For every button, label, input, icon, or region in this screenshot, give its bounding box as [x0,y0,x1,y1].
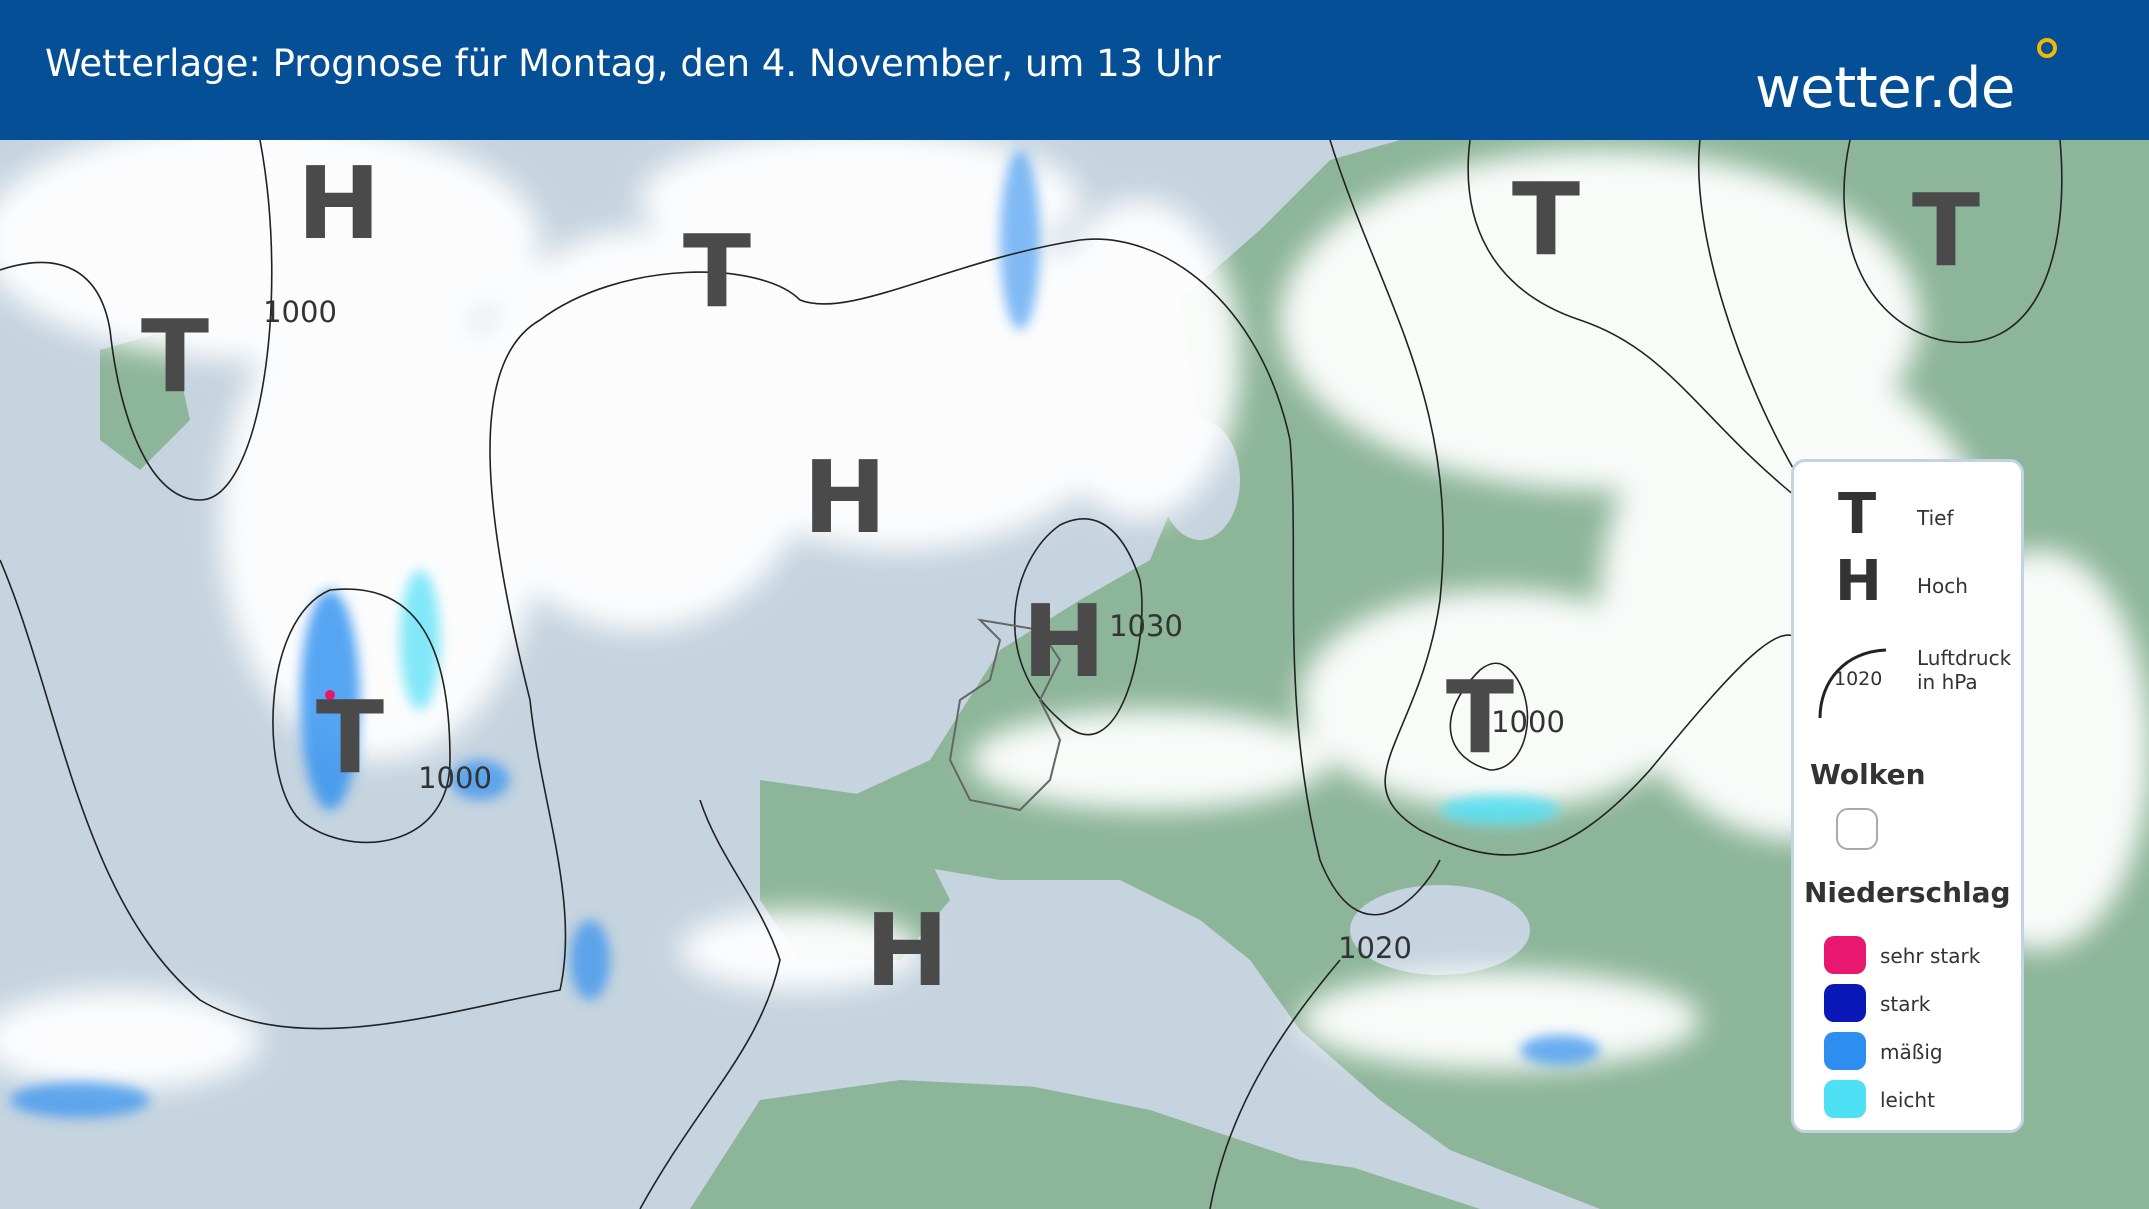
isobars [0,140,2063,1209]
legend-heading: Wolken [1810,758,1926,791]
legend-label: mäßig [1880,1040,1943,1064]
isobar-label: 1000 [418,761,492,795]
legend-label: stark [1880,992,1931,1016]
pressure-system: T [1911,172,1981,289]
pressure-system: T [315,679,385,796]
cloud-swatch [1836,808,1878,850]
pressure-system: T [1445,659,1515,776]
legend-glyph: H [1835,549,1882,614]
isobar-label: 1020 [1338,931,1412,965]
heavy-precip [325,690,335,700]
legend-label: Luftdruck in hPa [1917,646,2012,694]
germany-border [948,618,1062,812]
pressure-system: H [1022,583,1106,700]
legend-label: Tief [1917,506,1954,530]
legend: T Tief H Hoch 1020 Luftdruck in hPa Wolk… [1791,459,2024,1133]
pressure-system: H [297,145,381,262]
legend-isobar-value: 1020 [1834,668,1883,690]
legend-label: Hoch [1917,574,1968,598]
precip-swatch [1824,1032,1866,1070]
pressure-system: T [682,213,752,330]
header: Wetterlage: Prognose für Montag, den 4. … [0,0,2149,140]
title: Wetterlage: Prognose für Montag, den 4. … [45,42,1221,85]
precip-swatch [1824,936,1866,974]
pressure-system: H [865,892,949,1009]
isobar-label: 1000 [1491,705,1565,739]
legend-heading: Niederschlag [1804,876,2011,909]
precip-swatch [1824,1080,1866,1118]
isobar-icon [1818,648,1887,719]
isobar-label: 1030 [1109,609,1183,643]
pressure-system: H [803,439,887,556]
logo[interactable]: wetter.de [1755,56,2015,121]
weather-map [0,140,2149,1209]
precip-swatch [1824,984,1866,1022]
isobar-label: 1000 [263,295,337,329]
pressure-system: T [1511,161,1581,278]
logo-dot [2037,38,2057,58]
legend-glyph: T [1838,482,1877,547]
legend-label: sehr stark [1880,944,1981,968]
legend-label: leicht [1880,1088,1935,1112]
pressure-system: T [140,298,210,415]
